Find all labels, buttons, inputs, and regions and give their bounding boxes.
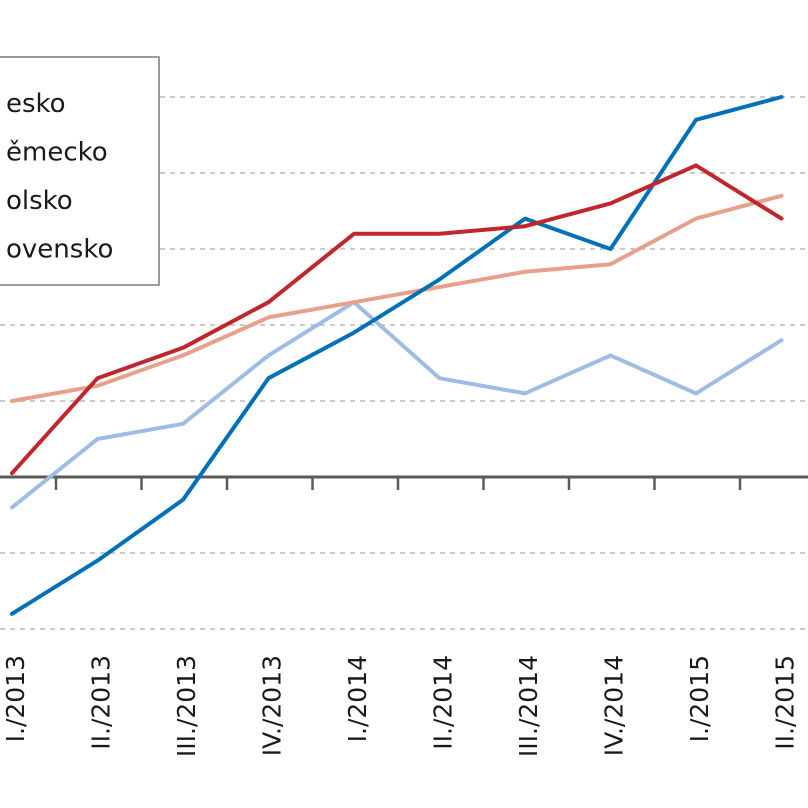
legend-entry: esko [6,89,66,119]
series-line-2 [10,193,784,403]
legend-entry: olsko [6,186,73,216]
x-tick-label: II./2014 [429,655,458,750]
legend-entry: ěmecko [6,138,108,168]
series-line-1 [10,163,784,476]
x-tick-label: III./2014 [514,655,543,757]
x-tick-label: II./2013 [87,655,116,750]
legend: esko ěmecko olsko ovensko [0,56,160,286]
x-tick-label: IV./2013 [258,655,287,756]
x-tick-label: I./2014 [343,655,372,742]
x-tick-labels: I./2013 II./2013 III./2013 IV./2013 I./2014 I… [1,655,800,757]
x-axis [0,475,808,490]
legend-entry: ovensko [6,235,113,265]
legend-box [0,56,160,286]
series-line-3 [10,300,784,510]
x-tick-label: III./2013 [172,655,201,757]
x-tick-label: I./2015 [685,655,714,742]
series-lines [10,95,784,616]
x-tick-label: II./2015 [771,655,800,750]
x-tick-label: IV./2014 [600,655,629,756]
x-tick-label: I./2013 [1,655,30,742]
